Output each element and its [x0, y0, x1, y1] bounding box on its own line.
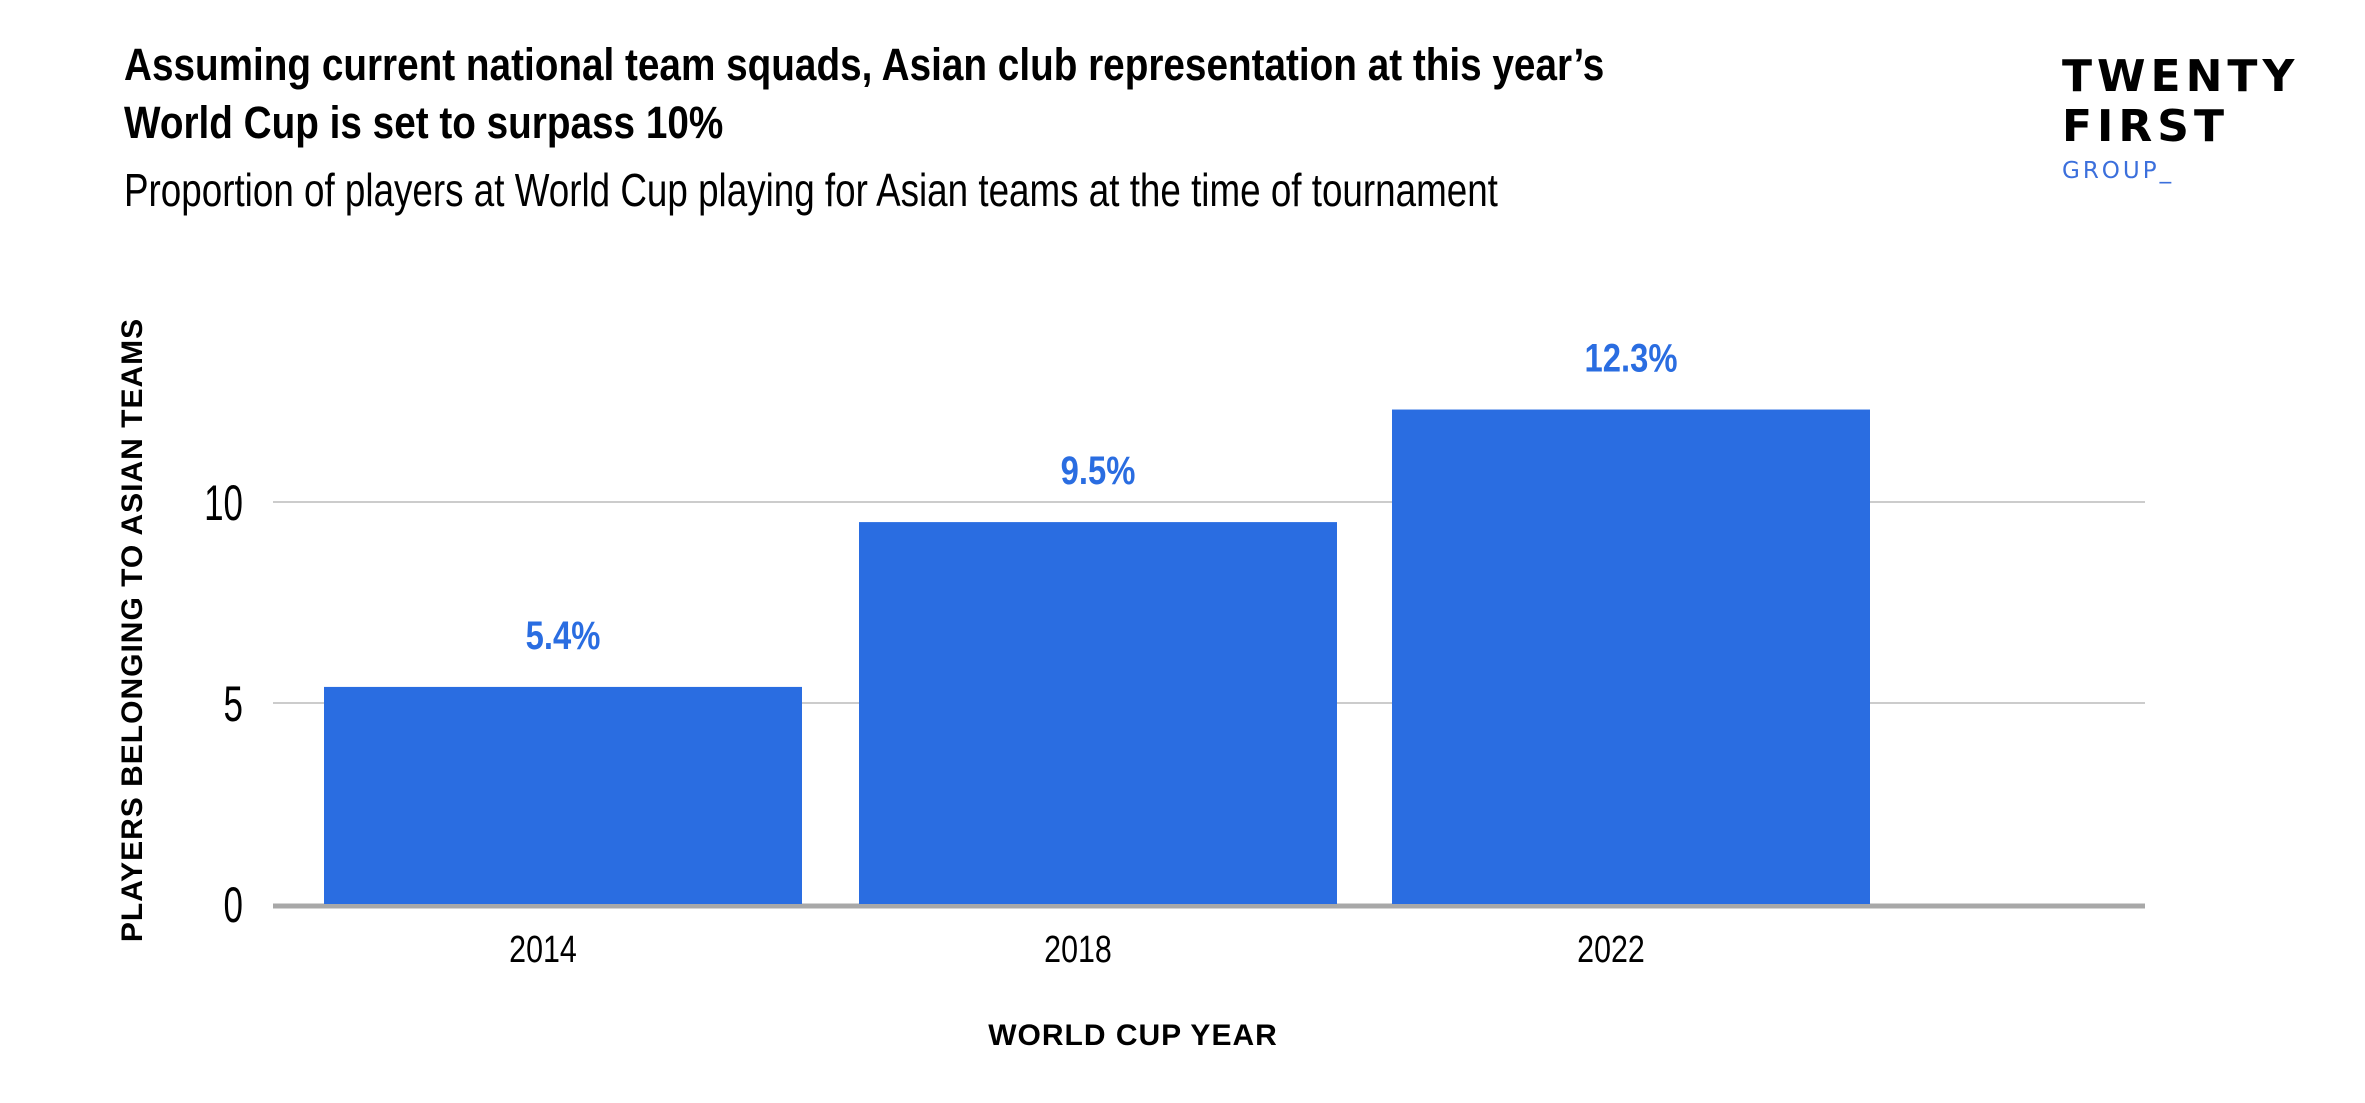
- data-labels: 5.4% 9.5% 12.3%: [526, 335, 1678, 657]
- logo-line-2: FIRST: [2062, 101, 2230, 152]
- data-label-2022: 12.3%: [1585, 335, 1678, 380]
- logo-line-3: GROUP_: [2062, 158, 2175, 184]
- x-tick-label-2018: 2018: [1044, 929, 1112, 971]
- y-tick-label: 0: [224, 878, 243, 934]
- y-tick-labels: 0 5 10: [204, 476, 243, 934]
- x-tick-label-2022: 2022: [1577, 929, 1645, 971]
- bars: [324, 409, 1870, 904]
- chart-subtitle: Proportion of players at World Cup playi…: [124, 164, 1498, 216]
- bar-2022: [1392, 409, 1870, 904]
- data-label-2018: 9.5%: [1061, 448, 1136, 493]
- x-axis-title: WORLD CUP YEAR: [988, 1019, 1278, 1052]
- bar-2018: [859, 522, 1337, 904]
- chart-title: Assuming current national team squads, A…: [124, 36, 1887, 152]
- y-tick-label: 5: [224, 677, 243, 733]
- title-line-2: World Cup is set to surpass 10%: [124, 97, 724, 148]
- logo-line-1: TWENTY: [2062, 51, 2300, 102]
- bar-2014: [324, 686, 802, 904]
- x-tick-labels: 2014 2018 2022: [509, 929, 1645, 971]
- title-line-1: Assuming current national team squads, A…: [124, 39, 1605, 90]
- y-tick-label: 10: [204, 476, 243, 532]
- twenty-first-group-logo: TWENTY FIRST GROUP_: [2062, 51, 2300, 185]
- y-axis-title: PLAYERS BELONGING TO ASIAN TEAMS: [116, 318, 149, 942]
- x-tick-label-2014: 2014: [509, 929, 577, 971]
- data-label-2014: 5.4%: [526, 613, 601, 658]
